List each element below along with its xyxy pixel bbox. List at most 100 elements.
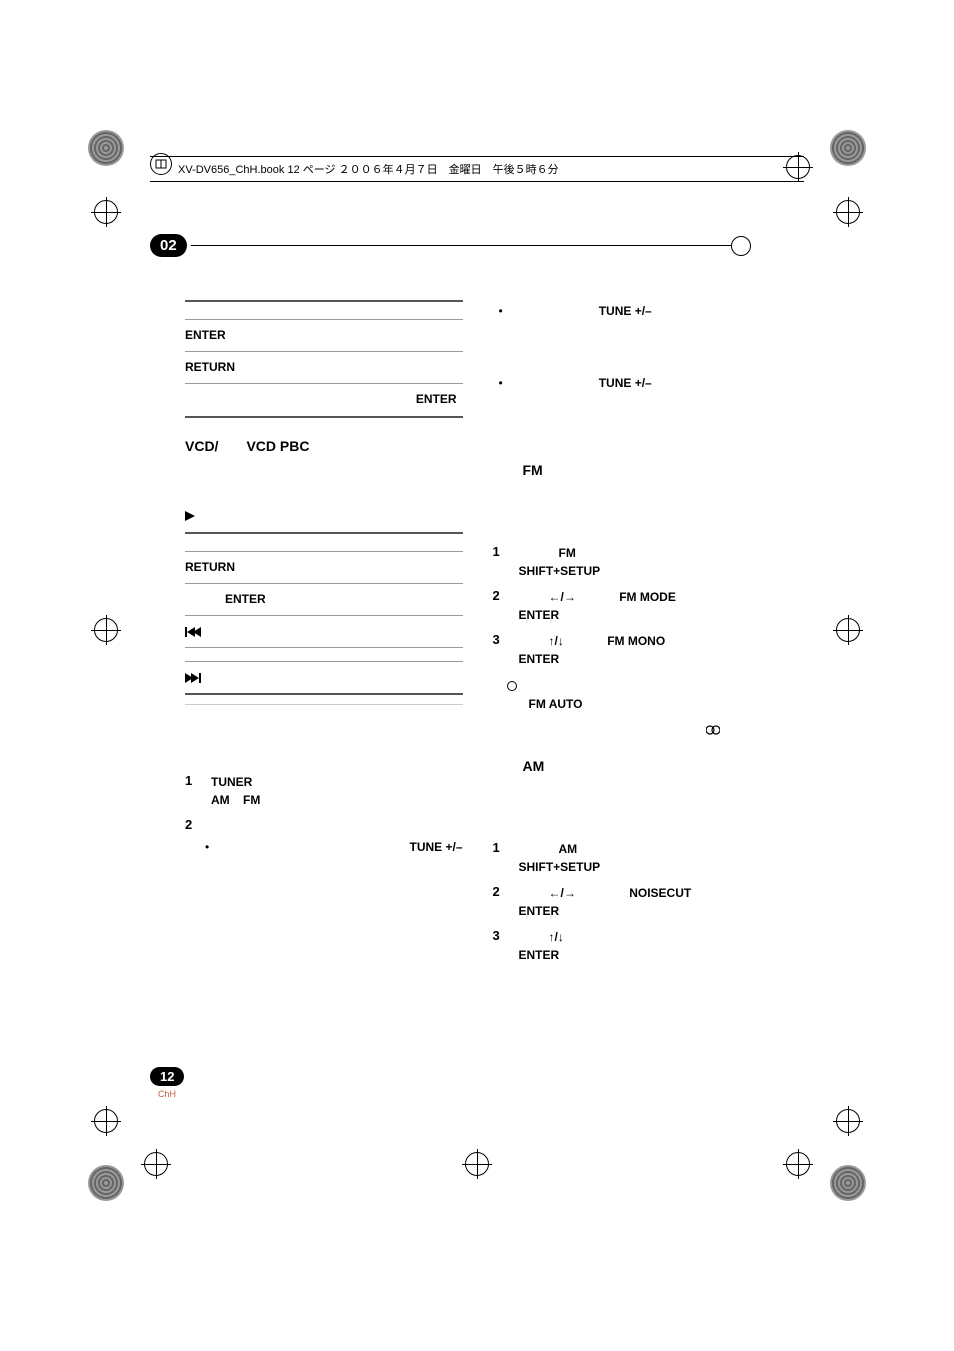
right-column: • TUNE +/– • TUNE +/– FM 1 FM SHIFT+SETU…	[493, 300, 771, 972]
step-body: AM SHIFT+SETUP	[519, 840, 771, 876]
label-enter: ENTER	[519, 948, 560, 962]
body-text	[185, 464, 463, 504]
step-body: ↑/↓ ENTER	[519, 928, 771, 964]
table-row	[185, 616, 463, 648]
registration-mark	[94, 618, 118, 642]
step-row: 3 ↑/↓ FM MONO ENTER	[493, 632, 771, 668]
circle-icon	[507, 681, 517, 691]
main-content: ENTER RETURN ENTER VCD/ VCD PBC RETURN E…	[185, 300, 770, 972]
registration-mark	[786, 1152, 810, 1176]
label-shift-setup: SHIFT+SETUP	[519, 564, 601, 578]
label-tune: TUNE +/–	[409, 840, 462, 854]
registration-mark	[836, 200, 860, 224]
table-row: ENTER	[185, 384, 463, 417]
spacer	[185, 705, 463, 765]
bullet-row: • TUNE +/–	[493, 376, 771, 390]
step-row: 1 AM SHIFT+SETUP	[493, 840, 771, 876]
prev-track-icon	[185, 627, 201, 637]
bullet-row: • TUNE +/–	[185, 840, 463, 854]
print-disc-br	[830, 1165, 866, 1201]
bullet-icon: •	[499, 304, 503, 318]
print-disc-bl	[88, 1165, 124, 1201]
table-row	[185, 648, 463, 662]
note-row	[493, 720, 771, 739]
label-am: AM	[559, 842, 578, 856]
step-number: 2	[185, 817, 199, 832]
label-enter: ENTER	[416, 392, 457, 406]
step-row: 2 ←/→ FM MODE ENTER	[493, 588, 771, 624]
label-tuner: TUNER	[211, 775, 252, 789]
step-body	[211, 817, 463, 831]
bullet-icon: •	[499, 376, 503, 390]
label-am: AM	[211, 793, 230, 807]
table-row	[185, 302, 463, 320]
play-icon	[185, 508, 463, 526]
print-disc-tr	[830, 130, 866, 166]
left-column: ENTER RETURN ENTER VCD/ VCD PBC RETURN E…	[185, 300, 463, 972]
label-fm-mode: FM MODE	[619, 590, 676, 604]
label-fm-mono: FM MONO	[607, 634, 665, 648]
step-row: 2 ←/→ NOISECUT ENTER	[493, 884, 771, 920]
step-row: 1 FM SHIFT+SETUP	[493, 544, 771, 580]
registration-mark	[465, 1152, 489, 1176]
spacer	[493, 782, 771, 832]
label-return: RETURN	[185, 360, 235, 374]
label-enter: ENTER	[225, 592, 266, 606]
registration-mark	[144, 1152, 168, 1176]
label-fm-auto: FM AUTO	[529, 697, 583, 711]
registration-mark	[836, 1109, 860, 1133]
next-track-icon	[185, 673, 201, 683]
table-row: ENTER	[185, 320, 463, 352]
bullet-row: • TUNE +/–	[493, 304, 771, 318]
step-body: ←/→ FM MODE ENTER	[519, 588, 771, 624]
page-sub-label: ChH	[158, 1089, 176, 1099]
heading-vcd-pbc: VCD/ VCD PBC	[185, 436, 463, 456]
label-noisecut: NOISECUT	[629, 886, 691, 900]
step-number: 1	[493, 840, 507, 876]
arrows-lr-icon: ←/→	[549, 886, 576, 900]
stereo-icon	[706, 725, 720, 735]
step-number: 1	[185, 773, 199, 809]
section-tab: 02	[150, 232, 751, 258]
label-return: RETURN	[185, 560, 235, 574]
table-row: RETURN	[185, 352, 463, 384]
page-number: 12	[150, 1067, 184, 1086]
arrows-ud-icon: ↑/↓	[549, 634, 564, 648]
print-disc-tl	[88, 130, 124, 166]
table-row: RETURN	[185, 552, 463, 584]
label-enter: ENTER	[519, 904, 560, 918]
spacer	[493, 394, 771, 444]
label-fm: FM	[243, 793, 260, 807]
label-enter: ENTER	[519, 608, 560, 622]
step-body: ←/→ NOISECUT ENTER	[519, 884, 771, 920]
label-fm: FM	[559, 546, 576, 560]
header-text: XV-DV656_ChH.book 12 ページ ２００６年４月７日 金曜日 午…	[178, 161, 559, 177]
step-row: 2	[185, 817, 463, 832]
table-row	[185, 662, 463, 695]
table-row: ENTER	[185, 584, 463, 616]
step-body: ↑/↓ FM MONO ENTER	[519, 632, 771, 668]
bullet-icon: •	[205, 840, 209, 854]
table-row	[185, 695, 463, 705]
registration-mark	[836, 618, 860, 642]
step-row: 3 ↑/↓ ENTER	[493, 928, 771, 964]
registration-mark	[94, 200, 118, 224]
step-number: 3	[493, 928, 507, 964]
section-number: 02	[150, 234, 187, 257]
note-row: FM AUTO	[493, 676, 771, 714]
section-line	[191, 245, 751, 246]
page-header: XV-DV656_ChH.book 12 ページ ２００６年４月７日 金曜日 午…	[150, 156, 804, 182]
step-number: 1	[493, 544, 507, 580]
table-row	[185, 534, 463, 552]
heading-fm: FM	[493, 462, 771, 478]
registration-mark	[94, 1109, 118, 1133]
label-tune: TUNE +/–	[599, 376, 652, 390]
label-enter: ENTER	[519, 652, 560, 666]
step-number: 2	[493, 588, 507, 624]
label-tune: TUNE +/–	[599, 304, 652, 318]
step-body: FM SHIFT+SETUP	[519, 544, 771, 580]
step-body: TUNER AM FM	[211, 773, 463, 809]
arrows-ud-icon: ↑/↓	[549, 930, 564, 944]
step-number: 2	[493, 884, 507, 920]
step-row: 1 TUNER AM FM	[185, 773, 463, 809]
